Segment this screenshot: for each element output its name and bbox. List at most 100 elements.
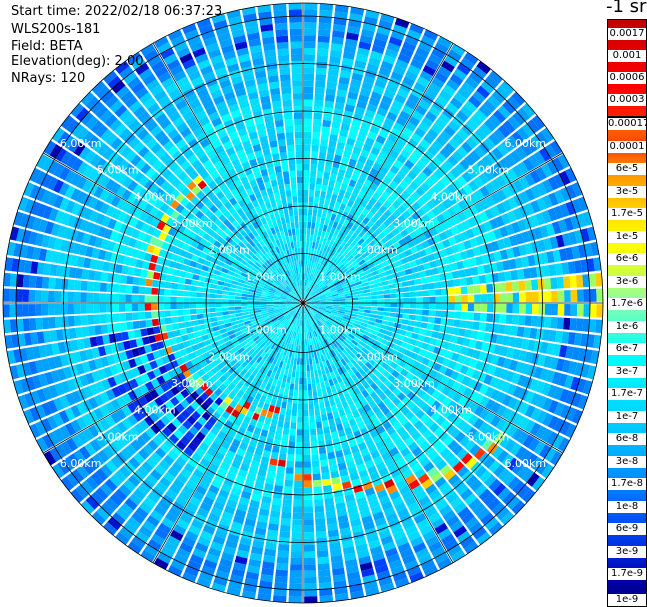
range-gate (300, 313, 302, 320)
range-gate (502, 335, 511, 346)
range-gate (358, 469, 369, 478)
range-gate (471, 369, 481, 380)
range-gate (383, 334, 391, 341)
range-gate (128, 119, 141, 132)
range-gate (112, 242, 122, 253)
range-gate (303, 531, 315, 539)
range-gate (426, 188, 436, 199)
range-gate (315, 376, 320, 384)
range-gate (288, 308, 295, 313)
range-gate (85, 246, 94, 258)
range-gate (461, 171, 473, 183)
range-gate (501, 139, 514, 153)
range-gate (552, 343, 561, 357)
range-gate (289, 570, 302, 578)
range-gate (409, 571, 424, 583)
range-gate (223, 378, 232, 387)
range-gate (402, 41, 417, 52)
range-gate (319, 588, 333, 597)
range-gate (157, 164, 168, 175)
range-gate (386, 195, 396, 204)
range-gate (307, 345, 311, 352)
range-gate (452, 133, 465, 145)
range-gate (160, 213, 170, 224)
range-gate (266, 251, 273, 258)
range-gate (403, 452, 415, 463)
range-gate (227, 374, 236, 383)
range-gate (278, 275, 285, 281)
range-gate (421, 478, 434, 490)
range-gate (436, 393, 447, 404)
range-gate (315, 67, 327, 75)
range-gate (273, 303, 280, 305)
range-gate (152, 368, 162, 378)
range-gate (188, 366, 197, 375)
range-gate (360, 337, 368, 344)
range-gate (322, 478, 332, 487)
range-gate (303, 364, 307, 372)
range-gate (457, 211, 467, 222)
range-gate (533, 340, 542, 353)
range-gate (307, 302, 314, 303)
range-gate (283, 320, 289, 326)
range-gate (241, 309, 249, 313)
range-gate (95, 213, 105, 225)
range-gate (319, 197, 325, 205)
range-gate (358, 296, 365, 300)
range-gate (287, 306, 294, 309)
range-gate (577, 348, 587, 362)
range-gate (546, 431, 559, 446)
range-gate (352, 146, 362, 155)
range-gate (71, 468, 85, 483)
range-gate (110, 456, 123, 469)
range-gate (457, 187, 468, 199)
range-gate (348, 266, 355, 273)
range-gate (374, 113, 385, 123)
range-gate (408, 479, 421, 490)
range-gate (444, 368, 454, 378)
range-gate (423, 150, 435, 161)
range-gate (140, 269, 148, 278)
range-gate (386, 484, 398, 495)
range-gate (247, 297, 255, 301)
range-gate (473, 312, 481, 321)
range-gate (306, 298, 313, 302)
range-gate (128, 427, 140, 439)
range-gate (354, 227, 362, 235)
range-gate (128, 137, 141, 149)
range-gate (55, 329, 64, 341)
range-gate (467, 217, 477, 228)
range-gate (319, 304, 327, 306)
range-gate (260, 409, 268, 417)
range-gate (457, 395, 468, 407)
range-gate (93, 292, 100, 303)
range-gate (388, 283, 396, 289)
range-gate (309, 281, 314, 288)
range-gate (256, 329, 264, 336)
range-gate (314, 505, 325, 513)
range-gate (329, 342, 336, 350)
range-gate (431, 400, 442, 411)
range-gate (303, 106, 313, 113)
range-gate (24, 260, 32, 274)
range-gate (182, 227, 192, 237)
range-gate (323, 312, 331, 317)
range-gate (360, 278, 368, 284)
range-gate (288, 284, 293, 290)
range-gate (374, 351, 382, 358)
range-gate (185, 237, 194, 246)
range-gate (278, 453, 287, 461)
range-gate (458, 269, 466, 278)
range-gate (351, 224, 358, 232)
range-gate (410, 221, 420, 231)
range-gate (351, 272, 359, 278)
range-gate (122, 235, 131, 246)
range-gate (363, 521, 375, 531)
range-gate (255, 290, 262, 294)
range-gate (151, 295, 158, 303)
range-gate (523, 327, 531, 338)
range-gate (445, 272, 453, 280)
range-gate (207, 249, 216, 257)
range-gate (291, 415, 297, 423)
range-gate (335, 95, 346, 104)
